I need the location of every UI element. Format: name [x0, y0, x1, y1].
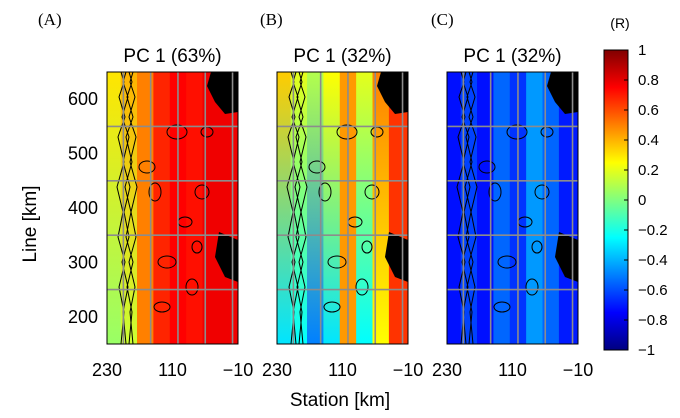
heatmap-band	[307, 72, 324, 344]
x-tick-label: 110	[158, 360, 187, 380]
panel-a: (A) PC 1 (63%) 230 110 −10	[38, 10, 253, 380]
heatmap-band	[153, 72, 171, 344]
land-mask	[207, 72, 238, 114]
x-tick-label: 230	[262, 360, 292, 380]
colorbar-tick-label: −0.2	[638, 222, 668, 239]
y-tick-label: 200	[68, 307, 98, 327]
heatmap-band	[542, 72, 560, 344]
x-tick-label: 230	[92, 360, 122, 380]
y-axis-title: Line [km]	[20, 185, 41, 262]
panel-letter: (B)	[260, 10, 283, 29]
plot-frame	[106, 71, 239, 345]
y-tick-label: 300	[68, 252, 98, 272]
colorbar-tick-label: −0.4	[638, 252, 668, 269]
heatmap-band	[493, 72, 511, 344]
x-tick-label: −10	[393, 360, 424, 380]
colorbar: (R) 1 0.8 0.6 0.4 0.2 0 −0.2 −0.4 −0.6 −0.8 −1	[603, 15, 668, 359]
panel-c: (C) PC 1 (32%) 230 110 −10	[431, 10, 593, 380]
colorbar-tick-label: 1	[638, 42, 646, 59]
grid-lines	[447, 72, 578, 344]
panel-letter: (A)	[38, 10, 62, 29]
heatmap-band	[186, 72, 204, 344]
colorbar-tick-label: 0.4	[638, 132, 659, 149]
heatmap-band	[356, 72, 374, 344]
plot-frame	[446, 71, 579, 345]
heatmap-band	[107, 72, 122, 344]
panels: (A) PC 1 (63%) 230 110 −10 (B) PC 1 (32%) 230 11…	[38, 10, 593, 380]
panel-title: PC 1 (32%)	[463, 46, 561, 67]
heatmap-band	[447, 72, 462, 344]
x-tick-label: 230	[432, 360, 462, 380]
heatmap-band	[323, 72, 341, 344]
colorbar-tick-label: 0.2	[638, 162, 659, 179]
x-tick-label: 110	[498, 360, 527, 380]
plot-frame	[276, 71, 409, 345]
grid-lines	[277, 72, 408, 344]
x-tick-label: −10	[223, 360, 254, 380]
colorbar-tick-label: 0.8	[638, 72, 659, 89]
colorbar-scale	[603, 49, 629, 351]
panel-title: PC 1 (32%)	[293, 46, 391, 67]
heatmap-band	[526, 72, 544, 344]
y-tick-label: 400	[68, 198, 98, 218]
colorbar-tick-label: −1	[638, 342, 655, 359]
grid-lines	[107, 72, 238, 344]
axes: Line [km] Station [km] 200 300 400 500 600	[20, 89, 390, 411]
x-tick-label: 110	[328, 360, 357, 380]
heatmap-band	[372, 72, 390, 344]
contour-lines	[116, 72, 214, 344]
panel-b: (B) PC 1 (32%) 230 110 −10	[260, 10, 423, 380]
panel-title: PC 1 (63%)	[123, 46, 221, 67]
y-tick-label: 500	[68, 144, 98, 164]
colorbar-tick-label: −0.8	[638, 312, 668, 329]
panel-letter: (C)	[431, 10, 454, 29]
heatmap-band	[477, 72, 494, 344]
contour-lines	[286, 72, 384, 344]
x-axis-title: Station [km]	[290, 390, 390, 411]
x-tick-label: −10	[563, 360, 594, 380]
land-mask	[547, 72, 578, 114]
colorbar-tick-label: −0.6	[638, 282, 668, 299]
colorbar-tick-label: 0	[638, 192, 646, 209]
colorbar-tick-label: 0.6	[638, 102, 659, 119]
contour-lines	[456, 72, 554, 344]
y-tick-label: 600	[68, 89, 98, 109]
colorbar-unit-label: (R)	[610, 15, 629, 31]
land-mask	[377, 72, 408, 114]
heatmap-band	[277, 72, 292, 344]
heatmap-band	[137, 72, 154, 344]
